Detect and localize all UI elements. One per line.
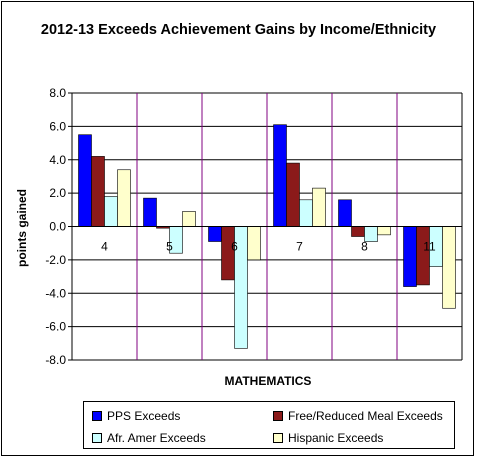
bar [182,211,196,227]
legend-label-pps: PPS Exceeds [107,409,181,423]
bar [338,199,352,227]
x-tick-label: 7 [296,240,303,254]
x-tick-label: 11 [423,240,436,254]
bar [143,197,157,227]
bar [78,134,92,227]
legend-swatch-afr [92,433,102,443]
legend-swatch-frm [273,411,283,421]
bar [104,196,118,227]
legend-label-hisp: Hispanic Exceeds [288,431,384,445]
x-tick-label: 5 [166,240,173,254]
bar [208,226,222,242]
y-tick-label: -4.0 [45,286,66,300]
y-tick-label: -6.0 [45,320,66,334]
chart-title-text: 2012-13 Exceeds Achievement Gains by Inc… [40,22,437,38]
y-tick-label: 4.0 [49,153,66,167]
x-tick-label: 8 [361,240,368,254]
legend-item-pps: PPS Exceeds [92,409,180,423]
legend-swatch-hisp [273,433,283,443]
bar [416,226,430,286]
x-axis-label: MATHEMATICS [224,374,312,388]
bar [117,169,131,227]
bar [247,226,261,261]
legend-item-hisp: Hispanic Exceeds [273,431,383,445]
legend-swatch-pps [92,411,102,421]
bar [403,226,417,287]
x-tick-label: 6 [231,240,238,254]
bar [351,226,365,237]
legend-label-afr: Afr. Amer Exceeds [107,431,206,445]
bar [273,124,287,227]
bar [91,156,105,227]
legend-label-frm: Free/Reduced Meal Exceeds [288,409,443,423]
x-tick-label: 4 [101,240,108,254]
legend: PPS Exceeds Free/Reduced Meal Exceeds Af… [83,401,455,449]
y-tick-label: 6.0 [49,119,66,133]
y-tick-label: 0.0 [49,220,66,234]
y-tick-label: -8.0 [45,353,66,367]
chart-title: 2012-13 Exceeds Achievement Gains by Inc… [0,20,477,40]
bar [286,162,300,227]
bar [377,226,391,236]
bar [299,199,313,227]
y-tick-label: -2.0 [45,253,66,267]
bar [312,187,326,227]
bar [442,226,456,309]
legend-item-afr: Afr. Amer Exceeds [92,431,206,445]
y-tick-label: 8.0 [49,86,66,100]
y-tick-label: 2.0 [49,186,66,200]
legend-item-frm: Free/Reduced Meal Exceeds [273,409,443,423]
